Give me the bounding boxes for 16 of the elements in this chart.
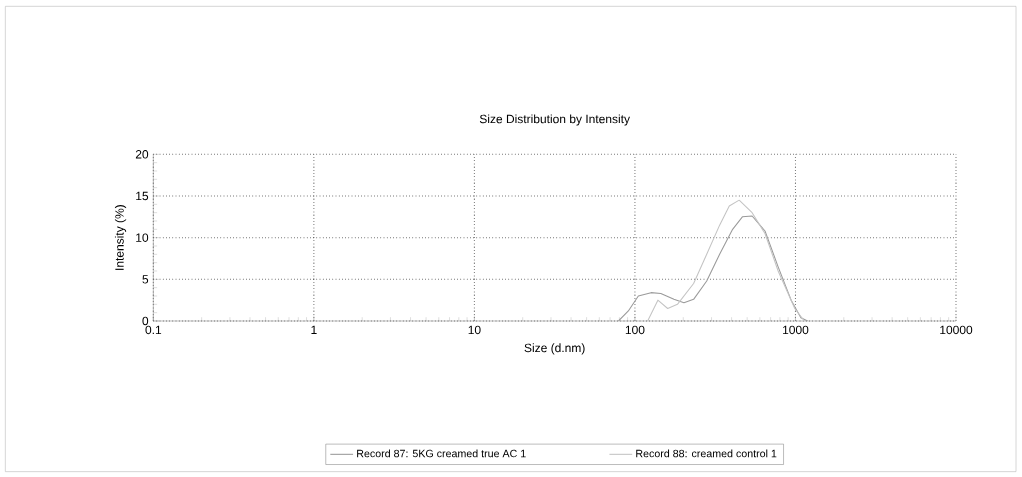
y-tick-label: 15 — [136, 191, 149, 201]
legend-label: Record 87: 5KG creamed true AC 1 — [357, 449, 526, 458]
x-tick-label: 10 — [468, 325, 481, 335]
x-tick-label: 1 — [311, 325, 317, 334]
chart-title: Size Distribution by Intensity — [479, 114, 630, 126]
x-tick-label: 1000 — [783, 325, 809, 335]
y-tick-label: 10 — [136, 233, 149, 242]
x-axis-title: Size (d.nm) — [524, 343, 585, 355]
x-tick-label: 10000 — [940, 325, 973, 335]
y-tick-label: 5 — [142, 275, 149, 284]
y-tick-label: 0 — [142, 316, 149, 326]
legend-label: Record 88: creamed control 1 — [636, 449, 777, 458]
x-tick-label: 100 — [625, 325, 645, 335]
y-tick-label: 20 — [135, 150, 149, 159]
x-tick-label: 0.1 — [145, 325, 162, 335]
y-axis-title: Intensity (%) — [114, 205, 127, 270]
